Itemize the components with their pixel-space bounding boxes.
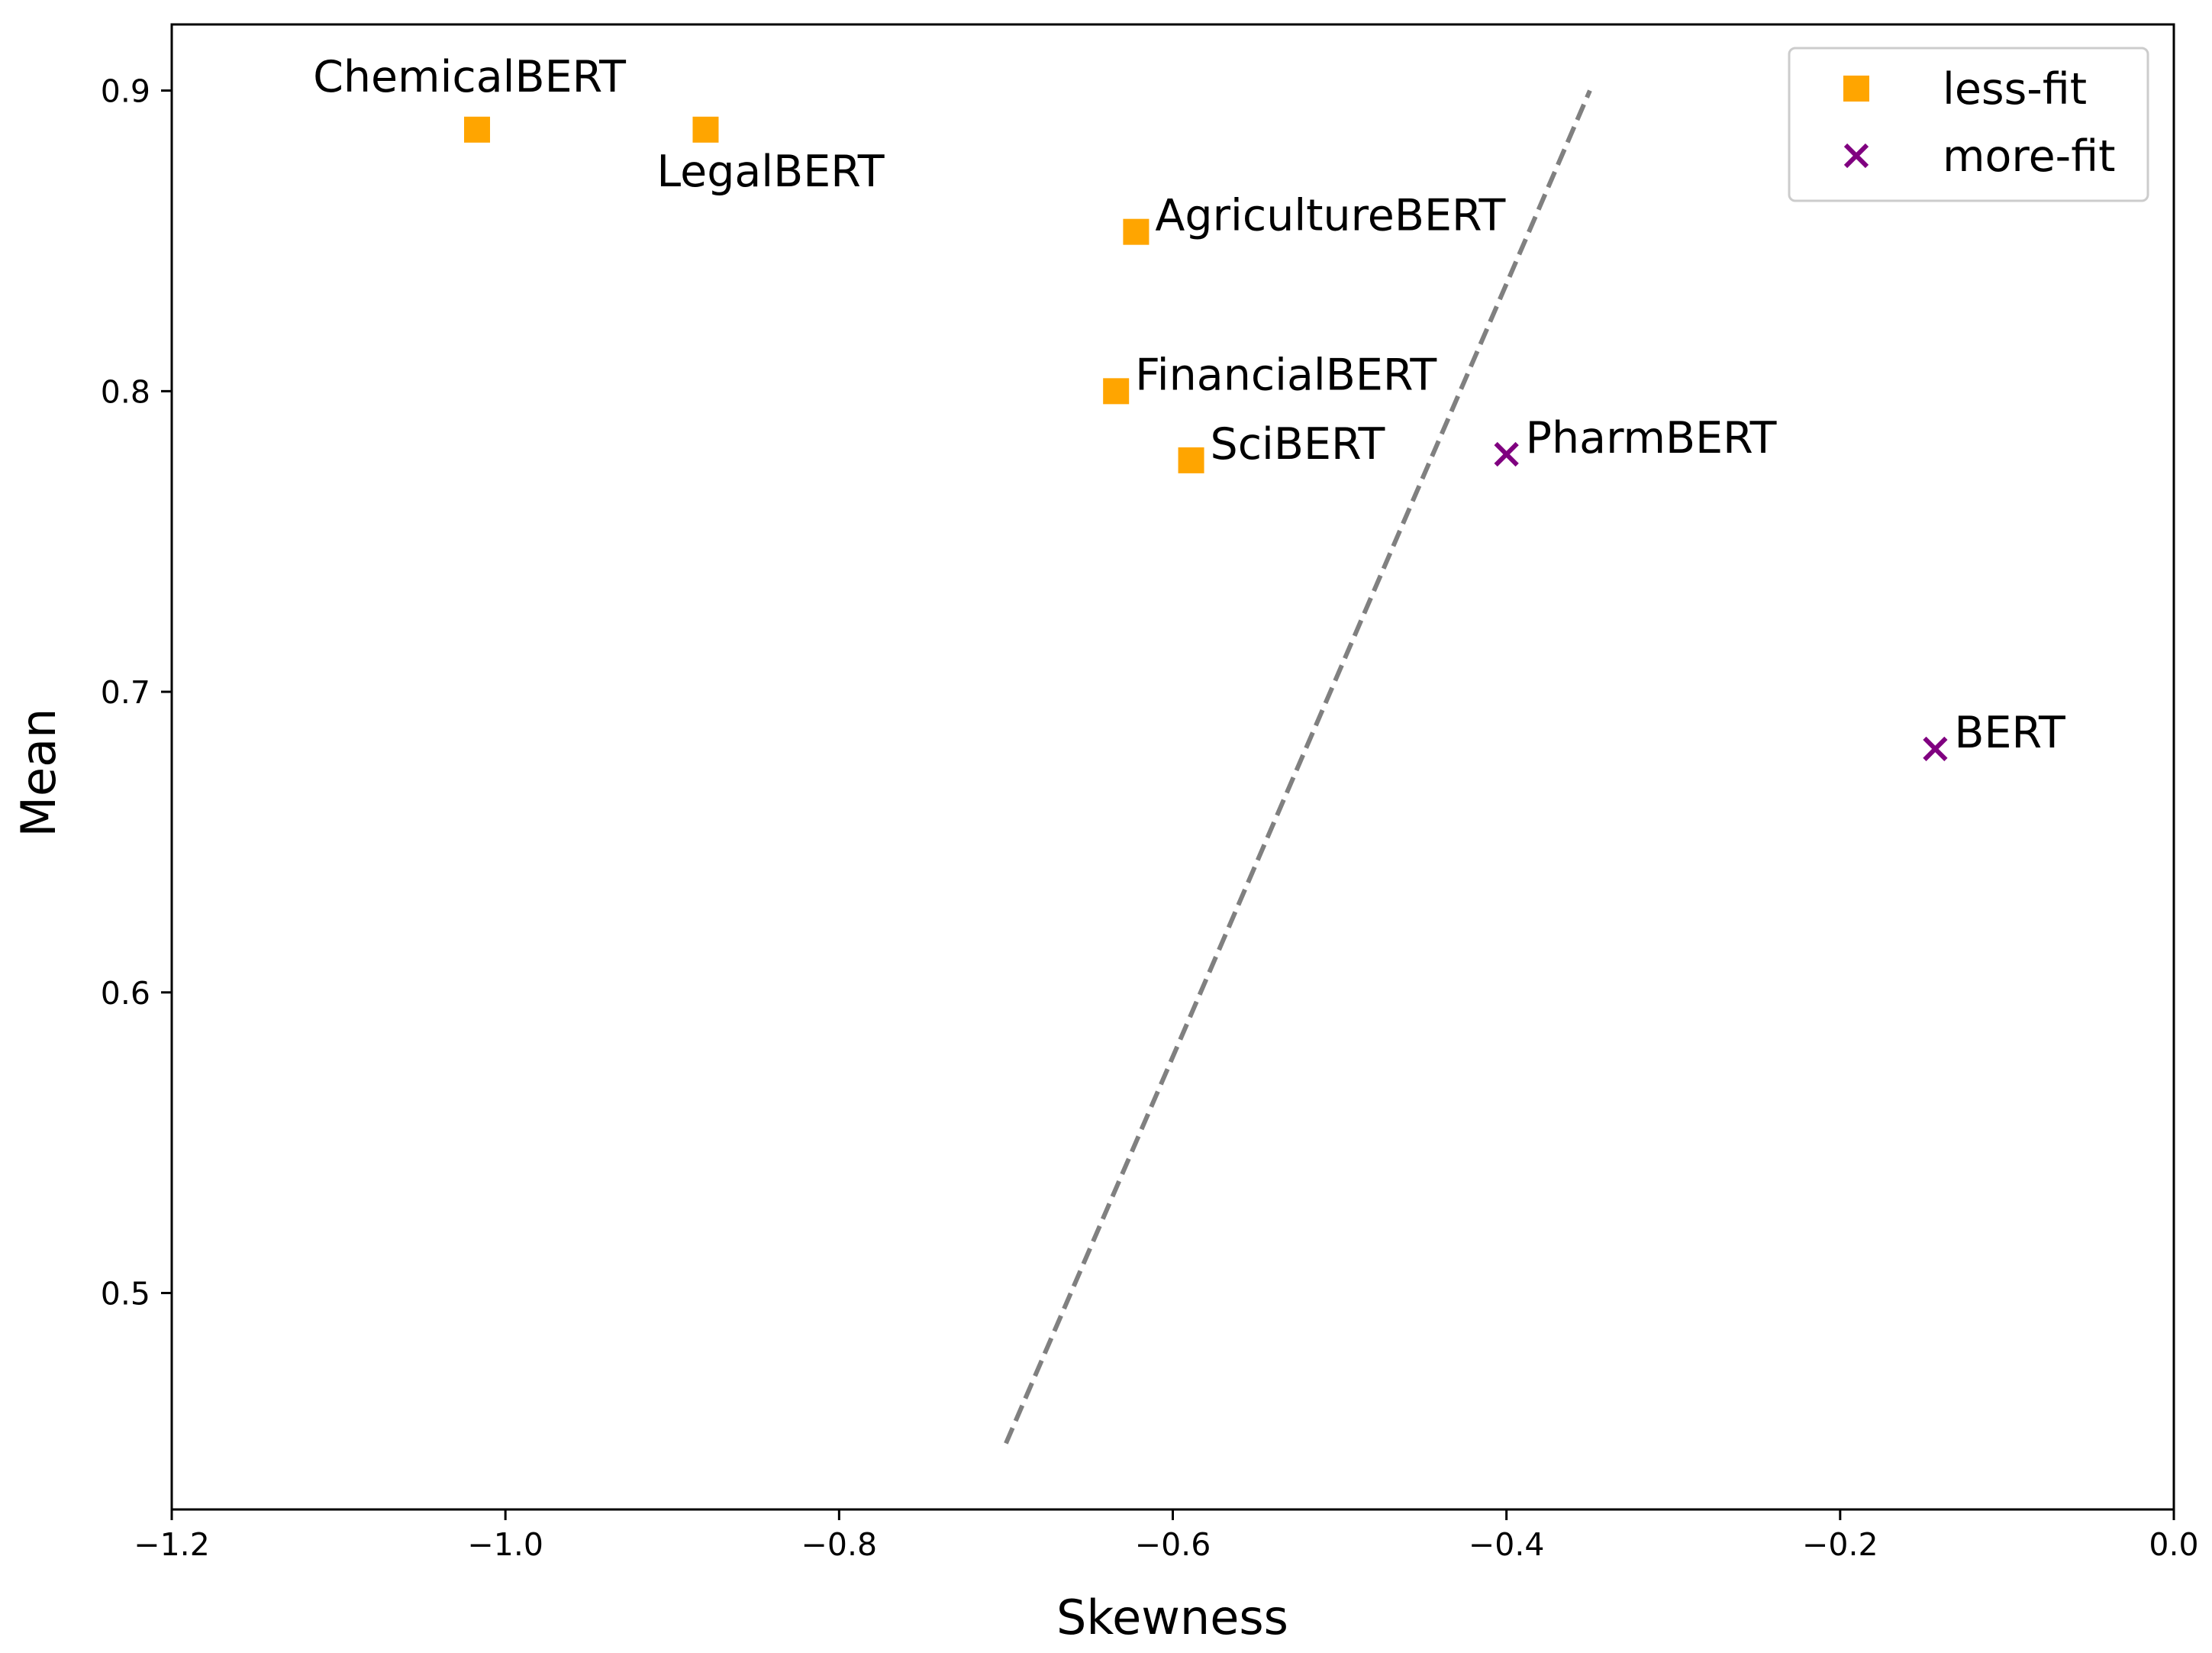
data-point (464, 116, 491, 143)
data-point (1494, 441, 1519, 467)
x-tick-label: −0.6 (1135, 1526, 1211, 1563)
legend-box (1788, 47, 2149, 202)
reference-line (1004, 89, 1592, 1445)
y-tick-label: 0.7 (101, 674, 150, 711)
x-axis-title: Skewness (1056, 1590, 1288, 1645)
data-label: AgricultureBERT (1155, 191, 1505, 241)
x-tick-label: −0.2 (1802, 1526, 1878, 1563)
legend: less-fit more-fit (1788, 47, 2149, 202)
y-tick-label: 0.5 (101, 1276, 150, 1312)
axes: −1.2 −1.0 −0.8 −0.6 −0.4 −0.2 0.0 0.5 0.6 0.7 0.8 0… (101, 23, 2199, 1563)
data-label: BERT (1954, 708, 2065, 758)
y-tick-label: 0.8 (101, 373, 150, 410)
data-label: LegalBERT (656, 147, 884, 197)
x-tick-label: −0.4 (1469, 1526, 1545, 1563)
data-label: ChemicalBERT (313, 52, 626, 102)
data-point (1178, 447, 1204, 473)
y-axis-title: Mean (11, 709, 66, 838)
legend-marker (1843, 76, 1869, 102)
legend-marker-stroke-2 (1843, 143, 1869, 169)
data-point (692, 116, 719, 143)
data-point (1123, 218, 1150, 245)
y-tick-label: 0.9 (101, 73, 150, 110)
data-label: PharmBERT (1526, 413, 1777, 463)
data-point-stroke-2 (1923, 736, 1948, 761)
legend-label: more-fit (1943, 131, 2115, 182)
data-point (1103, 378, 1130, 405)
legend-label: less-fit (1943, 64, 2087, 115)
legend-marker (1843, 143, 1869, 169)
data-point-stroke-2 (1494, 441, 1519, 467)
plot-area: ChemicalBERT LegalBERT AgricultureBERT Fina… (313, 52, 2065, 1445)
data-label: FinancialBERT (1135, 350, 1437, 400)
y-tick-label: 0.6 (101, 975, 150, 1012)
x-tick-label: −0.8 (801, 1526, 878, 1563)
x-tick-label: 0.0 (2149, 1526, 2198, 1563)
data-point (1923, 736, 1948, 761)
x-tick-label: −1.0 (467, 1526, 543, 1563)
data-label: SciBERT (1211, 419, 1385, 470)
x-tick-label: −1.2 (134, 1526, 210, 1563)
